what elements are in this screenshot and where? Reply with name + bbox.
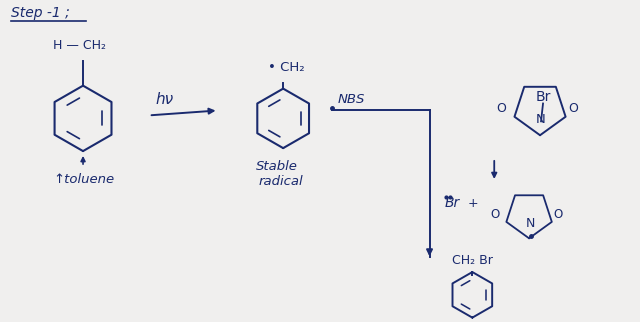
Text: Br: Br <box>444 195 460 210</box>
Text: +: + <box>467 197 478 210</box>
Text: O: O <box>568 102 579 115</box>
Text: Step -1 ;: Step -1 ; <box>12 6 70 20</box>
Text: • CH₂: • CH₂ <box>268 61 305 74</box>
Text: Stable: Stable <box>256 160 298 173</box>
Text: NBS: NBS <box>338 92 365 106</box>
Text: Br: Br <box>536 90 552 104</box>
Text: hν: hν <box>156 91 174 107</box>
Text: O: O <box>497 102 506 115</box>
Text: O: O <box>554 208 563 221</box>
Text: N: N <box>536 113 546 126</box>
Text: radical: radical <box>259 175 303 188</box>
Text: ↑toluene: ↑toluene <box>53 173 115 186</box>
Text: N: N <box>526 217 536 231</box>
Text: O: O <box>490 208 500 221</box>
Text: H — CH₂: H — CH₂ <box>53 39 106 52</box>
Text: CH₂ Br: CH₂ Br <box>452 254 493 267</box>
